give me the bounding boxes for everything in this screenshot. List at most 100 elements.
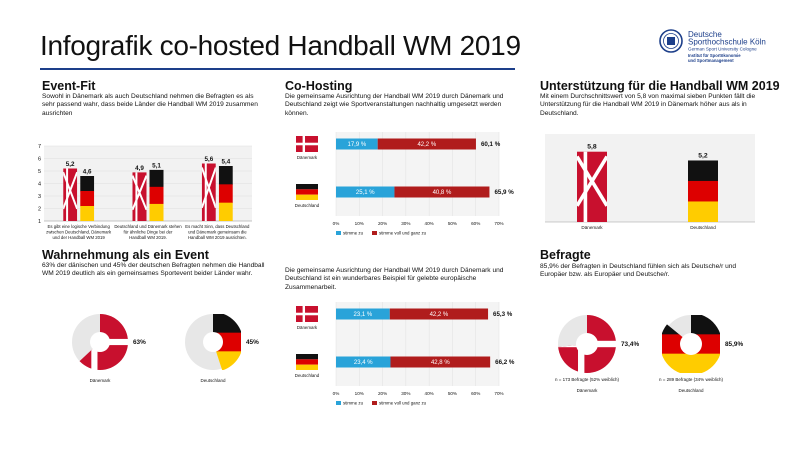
category-label: Dänemark	[577, 388, 599, 393]
category-label: Dänemark	[581, 225, 603, 230]
bar-daenemark	[132, 172, 147, 221]
x-tick-label: 50%	[448, 391, 457, 396]
flag-germany	[296, 184, 318, 200]
x-tick-label: 0%	[333, 391, 340, 396]
bar-stimme-zu	[336, 356, 391, 368]
logo-dept-line1: Institut für Sportökonomie	[688, 53, 741, 58]
bar-value-label: 23,1 %	[354, 312, 373, 318]
europe-chart: 0% 10% 20% 30% 40% 50% 60% 70% Dänemark 23,1 % 42,…	[295, 302, 515, 406]
logo-graphic: Deutsche Sporthochschule Köln German Spo…	[659, 29, 766, 63]
perception-description: 63% der dänischen und 45% der deutschen …	[42, 262, 265, 278]
y-tick-label: 4	[38, 182, 41, 188]
x-tick-label: 70%	[494, 221, 503, 226]
x-tick-label: 40%	[425, 391, 434, 396]
logo-dept-line2: und Sportmanagement	[688, 58, 734, 63]
donut-value-label: 45%	[246, 339, 259, 346]
category-label: Handball WM 2019 ausrichten.	[188, 235, 247, 240]
perception-title: Wahrnehmung als ein Event	[42, 248, 209, 262]
row-label: Deutschland	[295, 203, 320, 208]
support-title: Unterstützung für die Handball WM 2019	[540, 79, 780, 93]
bar-value-label: 40,8 %	[433, 190, 452, 196]
bar-deutschland	[688, 160, 718, 222]
flag-germany	[296, 354, 318, 370]
y-tick-label: 7	[38, 144, 41, 150]
y-tick-label: 3	[38, 194, 41, 200]
europe-description: Die gemeinsame Ausrichtung der Handball …	[285, 267, 504, 291]
donut-value-label: 73,4%	[621, 341, 639, 348]
bar-stimme-voll	[389, 308, 489, 320]
x-tick-label: 10%	[355, 221, 364, 226]
x-tick-label: 20%	[378, 391, 387, 396]
bar-value-label: 42,8 %	[431, 360, 450, 366]
bar-stimme-voll	[394, 186, 490, 198]
category-label: Dänemark	[90, 378, 112, 383]
category-label: und Dänemark gemeinsam die	[188, 230, 247, 235]
donut-value-label: 63%	[133, 339, 146, 346]
bar-deutschland	[80, 176, 95, 221]
category-label: zwischen Deutschland, Dänemark	[46, 230, 112, 235]
category-label: Deutschland	[690, 225, 716, 230]
category-label: Deutschland und Dänemark stehen	[114, 224, 182, 229]
category-label: Handball WM 2019.	[129, 235, 167, 240]
category-label: Es macht Sinn, dass Deutschland	[185, 224, 250, 229]
y-tick-label: 5	[38, 169, 41, 175]
legend-swatch	[372, 231, 377, 235]
bar-value-label: 4,9	[135, 165, 144, 172]
row-label: Dänemark	[297, 155, 318, 160]
bar-value-label: 5,1	[152, 162, 161, 169]
bar-deutschland	[149, 169, 164, 221]
respondents-title: Befragte	[540, 248, 591, 262]
bar-total-label: 65,3 %	[493, 311, 513, 318]
category-label: für ähnliche Dinge bei der	[124, 230, 174, 235]
cohosting-chart: 0% 10% 20% 30% 40% 50% 60% 70% Dänemark 17,9 % 42,…	[295, 132, 514, 236]
bar-total-label: 60,1 %	[481, 141, 501, 148]
donut-value-label: 85,9%	[725, 341, 743, 348]
bar-value-label: 42,2 %	[430, 312, 449, 318]
cohosting-title: Co-Hosting	[285, 79, 353, 93]
donut-deutschland	[185, 314, 241, 370]
y-tick-label: 6	[38, 157, 41, 163]
logo-name-line2: Sporthochschule Köln	[688, 38, 766, 47]
x-tick-label: 10%	[355, 391, 364, 396]
x-tick-label: 60%	[471, 391, 480, 396]
bar-value-label: 5,6	[204, 156, 213, 163]
donut-hole	[203, 332, 223, 352]
bar-value-label: 5,2	[698, 152, 708, 159]
bar-daenemark	[63, 168, 78, 221]
page-title: Infografik co-hosted Handball WM 2019	[40, 30, 521, 61]
category-label: Deutschland	[200, 378, 226, 383]
x-tick-label: 50%	[448, 221, 457, 226]
legend-label: stimme voll und ganz zu	[379, 401, 427, 406]
bar-value-label: 4,6	[83, 169, 92, 176]
row-label: Dänemark	[297, 325, 318, 330]
x-tick-label: 60%	[471, 221, 480, 226]
respondents-chart: 73,4% n = 173 Befragte (52% weiblich) Däne…	[555, 315, 743, 393]
donut-hole	[576, 333, 598, 355]
donut-daenemark	[558, 315, 616, 373]
row-label: Deutschland	[295, 373, 320, 378]
support-description: Mit einem Durchschnittswert von 5,8 von …	[540, 93, 756, 117]
bar-daenemark	[577, 151, 607, 222]
donut-hole	[90, 332, 110, 352]
cohosting-description: Die gemeinsame Ausrichtung der Handball …	[285, 93, 504, 117]
legend-label: stimme voll und ganz zu	[379, 231, 427, 236]
category-label: und der Handball WM 2019	[53, 235, 106, 240]
sample-size-note: n = 289 Befragte (34% weiblich)	[659, 377, 723, 382]
logo-name-line1: Deutsche	[688, 30, 722, 39]
bar-value-label: 5,4	[221, 159, 230, 166]
legend-label: stimme zu	[343, 401, 364, 406]
bar-deutschland	[218, 166, 233, 221]
event-fit-title: Event-Fit	[42, 79, 96, 93]
bar-stimme-zu	[336, 138, 378, 150]
bar-value-label: 25,1 %	[356, 190, 375, 196]
x-tick-label: 30%	[401, 221, 410, 226]
donut-hole	[680, 333, 702, 355]
bar-stimme-zu	[336, 308, 390, 320]
x-tick-label: 70%	[494, 391, 503, 396]
legend-swatch	[336, 401, 341, 405]
logo-name-line3: German Sport University Cologne	[688, 47, 757, 52]
donut-daenemark	[72, 314, 128, 370]
x-tick-label: 30%	[401, 391, 410, 396]
flag-denmark	[296, 306, 318, 322]
flag-denmark	[296, 136, 318, 152]
